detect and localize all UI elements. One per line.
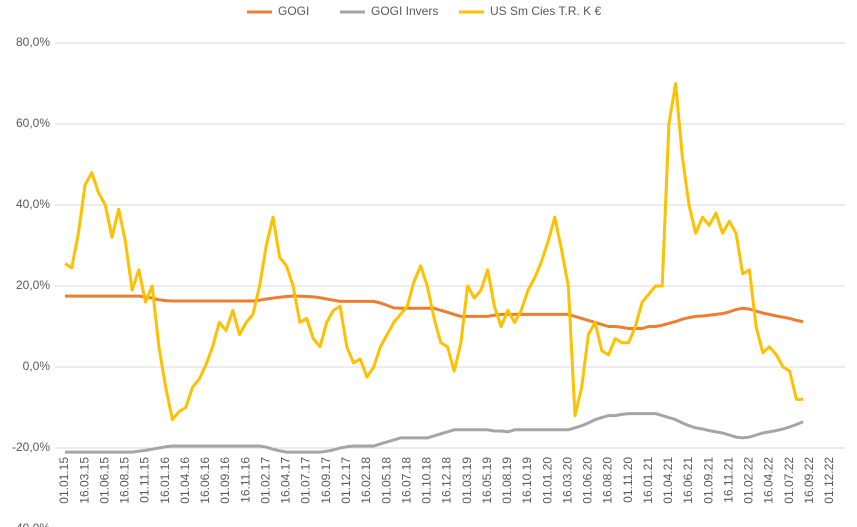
x-tick-label: 01.02.17 — [258, 457, 272, 504]
x-tick-label: 01.10.18 — [420, 457, 434, 504]
legend-label: GOGI — [278, 4, 309, 18]
x-tick-label: 16.06.21 — [681, 457, 695, 504]
y-tick-label: 60,0% — [16, 116, 50, 130]
x-tick-label: 01.11.20 — [621, 457, 635, 503]
x-tick-label: 16.03.15 — [77, 457, 91, 504]
x-tick-label: 16.09.22 — [802, 457, 816, 504]
x-tick-label: 01.09.16 — [218, 457, 232, 504]
x-tick-label: 01.12.22 — [822, 457, 836, 504]
x-tick-label: 16.11.16 — [238, 457, 252, 503]
x-tick-label: 01.04.16 — [178, 457, 192, 504]
x-tick-label: 16.12.18 — [440, 457, 454, 504]
x-tick-label: 16.09.17 — [319, 457, 333, 504]
x-tick-label: 01.02.22 — [742, 457, 756, 504]
legend-label: US Sm Cies T.R. K € — [490, 4, 601, 18]
x-tick-label: 01.08.19 — [500, 457, 514, 504]
x-tick-label: 01.07.22 — [782, 457, 796, 504]
x-tick-label: 01.06.15 — [97, 457, 111, 504]
x-tick-label: 16.01.16 — [158, 457, 172, 504]
x-tick-label: 16.07.18 — [399, 457, 413, 504]
legend-label: GOGI Invers — [371, 4, 438, 18]
x-tick-label: 01.12.17 — [339, 457, 353, 504]
x-tick-label: 01.01.15 — [57, 457, 71, 504]
x-tick-label: 16.01.21 — [641, 457, 655, 504]
x-tick-label: 16.08.20 — [601, 457, 615, 504]
y-tick-label: -20,0% — [12, 440, 50, 454]
series-line — [64, 82, 804, 422]
x-tick-label: 16.11.21 — [721, 457, 735, 503]
x-tick-label: 01.11.15 — [138, 457, 152, 503]
y-tick-label: 0,0% — [23, 359, 51, 373]
x-tick-label: 16.02.18 — [359, 457, 373, 504]
x-tick-label: 16.10.19 — [520, 457, 534, 504]
x-tick-label: 01.06.20 — [581, 457, 595, 504]
y-tick-label: 80,0% — [16, 35, 50, 49]
x-tick-label: 16.04.22 — [762, 457, 776, 504]
x-tick-label: 16.04.17 — [279, 457, 293, 504]
x-tick-label: 01.04.21 — [661, 457, 675, 504]
y-tick-label: -40,0% — [12, 521, 50, 527]
series-line — [65, 294, 804, 330]
y-tick-label: 40,0% — [16, 197, 50, 211]
x-tick-label: 01.09.21 — [701, 457, 715, 504]
x-tick-label: 01.07.17 — [299, 457, 313, 504]
x-tick-label: 16.03.20 — [560, 457, 574, 504]
x-tick-label: 01.05.18 — [379, 457, 393, 504]
x-tick-label: 01.03.19 — [460, 457, 474, 504]
x-tick-label: 01.01.20 — [540, 457, 554, 504]
x-tick-label: 16.05.19 — [480, 457, 494, 504]
y-tick-label: 20,0% — [16, 278, 50, 292]
x-tick-label: 16.08.15 — [118, 457, 132, 504]
x-tick-label: 16.06.16 — [198, 457, 212, 504]
series-line — [65, 412, 804, 454]
